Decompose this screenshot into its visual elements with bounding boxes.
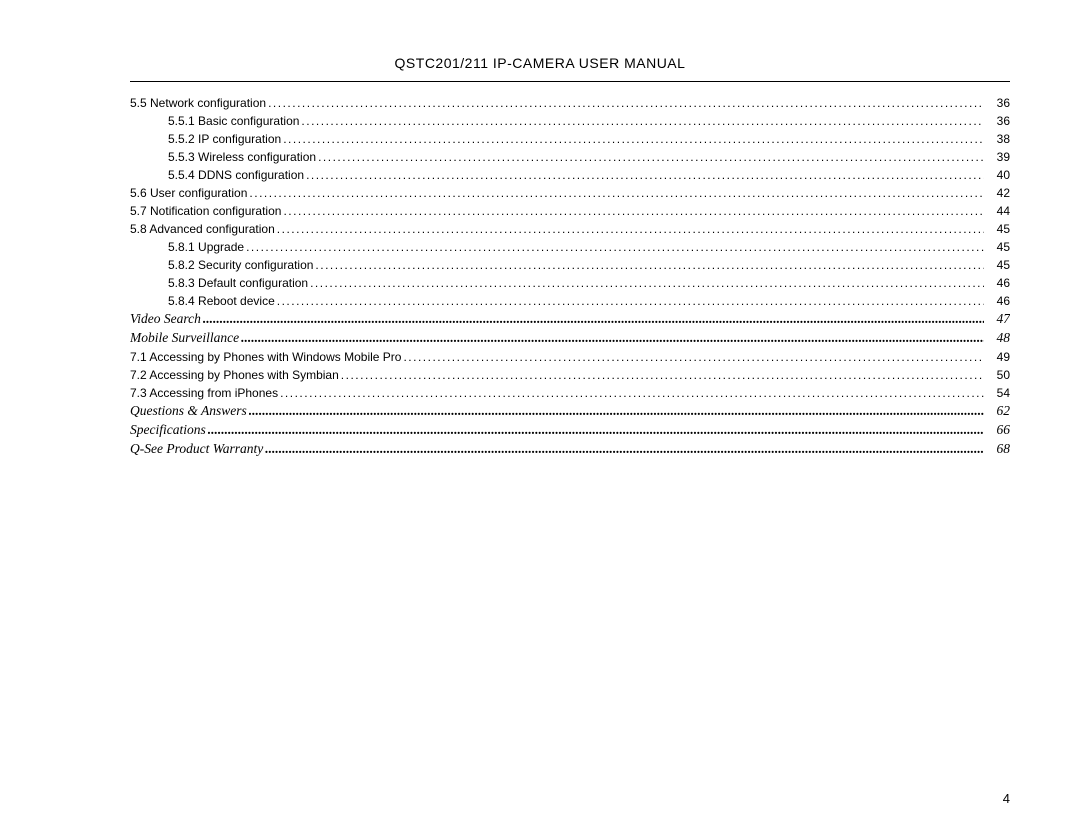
header-rule [130,81,1010,82]
toc-sub-entry: 5.5.3 Wireless configuration 39 [130,148,1010,166]
toc-entry-label: Q-See Product Warranty [130,440,263,459]
toc-sub-entry: 5.8.1 Upgrade 45 [130,238,1010,256]
toc-entry-label: 5.8 Advanced configuration [130,220,275,238]
toc-entry-label: 5.8.1 Upgrade [168,238,244,256]
toc-leader-dots [403,348,984,366]
toc-leader-dots [341,366,984,384]
toc-page-number: 45 [986,220,1010,238]
toc-leader-dots [277,220,984,238]
toc-entry-label: 5.5.3 Wireless configuration [168,148,316,166]
toc-leader-dots [306,166,984,184]
toc-sub-entry: 5.6 User configuration 42 [130,184,1010,202]
toc-entry-label: 5.5.1 Basic configuration [168,112,299,130]
toc-entry-label: Video Search [130,310,201,329]
toc-page-number: 66 [986,421,1010,440]
toc-page-number: 48 [986,329,1010,348]
toc-chapter-entry: 10Q-See Product Warranty68 [130,440,1010,459]
toc-page-number: 62 [986,402,1010,421]
toc-entry-label: 5.8.3 Default configuration [168,274,308,292]
toc-page-number: 54 [986,384,1010,402]
page-container: QSTC201/211 IP-CAMERA USER MANUAL 5.5 Ne… [0,0,1080,834]
toc-sub-entry: 7.2 Accessing by Phones with Symbian 50 [130,366,1010,384]
toc-sub-entry: 5.5 Network configuration 36 [130,94,1010,112]
toc-page-number: 45 [986,238,1010,256]
toc-leader-dots [246,238,984,256]
toc-page-number: 36 [986,112,1010,130]
toc-entry-label: 5.8.2 Security configuration [168,256,313,274]
toc-page-number: 46 [986,292,1010,310]
toc-entry-label: 5.6 User configuration [130,184,247,202]
toc-sub-entry: 5.8.2 Security configuration 45 [130,256,1010,274]
toc-leader-dots [265,440,984,459]
toc-leader-dots [310,274,984,292]
toc-page-number: 40 [986,166,1010,184]
toc-sub-entry: 5.7 Notification configuration 44 [130,202,1010,220]
toc-page-number: 49 [986,348,1010,366]
toc-entry-label: Specifications [130,421,206,440]
toc-sub-entry: 7.1 Accessing by Phones with Windows Mob… [130,348,1010,366]
toc-leader-dots [208,421,984,440]
toc-leader-dots [249,402,984,421]
toc-leader-dots [249,184,984,202]
toc-leader-dots [301,112,984,130]
toc-sub-entry: 5.8.4 Reboot device 46 [130,292,1010,310]
page-number: 4 [1003,791,1010,806]
toc-chapter-entry: 9Specifications66 [130,421,1010,440]
toc-page-number: 45 [986,256,1010,274]
toc-leader-dots [280,384,984,402]
toc-chapter-entry: 6Video Search47 [130,310,1010,329]
toc-entry-label: 5.5.4 DDNS configuration [168,166,304,184]
document-header: QSTC201/211 IP-CAMERA USER MANUAL [60,55,1020,71]
toc-chapter-entry: 8Questions & Answers62 [130,402,1010,421]
toc-chapter-entry: 7Mobile Surveillance48 [130,329,1010,348]
toc-sub-entry: 5.8 Advanced configuration 45 [130,220,1010,238]
toc-entry-label: 5.5 Network configuration [130,94,266,112]
toc-leader-dots [318,148,984,166]
toc-leader-dots [241,329,984,348]
toc-sub-entry: 5.5.2 IP configuration 38 [130,130,1010,148]
toc-sub-entry: 5.8.3 Default configuration 46 [130,274,1010,292]
table-of-contents: 5.5 Network configuration365.5.1 Basic c… [130,94,1010,458]
toc-leader-dots [277,292,984,310]
toc-leader-dots [283,202,984,220]
toc-page-number: 38 [986,130,1010,148]
toc-page-number: 47 [986,310,1010,329]
toc-leader-dots [315,256,984,274]
toc-entry-label: Questions & Answers [130,402,247,421]
toc-sub-entry: 5.5.4 DDNS configuration 40 [130,166,1010,184]
toc-entry-label: 5.5.2 IP configuration [168,130,281,148]
toc-entry-label: Mobile Surveillance [130,329,239,348]
toc-leader-dots [283,130,984,148]
toc-page-number: 50 [986,366,1010,384]
toc-page-number: 42 [986,184,1010,202]
toc-entry-label: 5.7 Notification configuration [130,202,281,220]
toc-page-number: 39 [986,148,1010,166]
toc-sub-entry: 7.3 Accessing from iPhones 54 [130,384,1010,402]
toc-entry-label: 7.3 Accessing from iPhones [130,384,278,402]
toc-leader-dots [268,94,984,112]
toc-entry-label: 7.2 Accessing by Phones with Symbian [130,366,339,384]
toc-entry-label: 5.8.4 Reboot device [168,292,275,310]
toc-page-number: 36 [986,94,1010,112]
toc-leader-dots [203,310,984,329]
toc-sub-entry: 5.5.1 Basic configuration 36 [130,112,1010,130]
toc-page-number: 68 [986,440,1010,459]
toc-page-number: 46 [986,274,1010,292]
toc-entry-label: 7.1 Accessing by Phones with Windows Mob… [130,348,401,366]
toc-page-number: 44 [986,202,1010,220]
